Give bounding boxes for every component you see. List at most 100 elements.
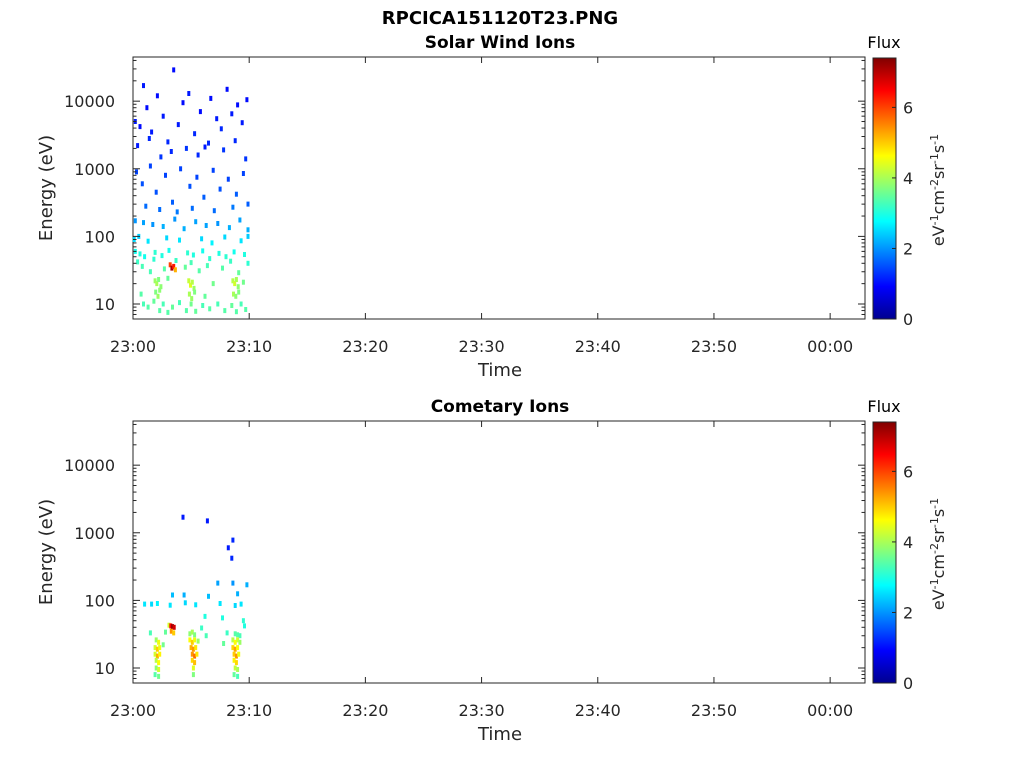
heatmap-cell bbox=[186, 250, 190, 256]
heatmap-cell bbox=[190, 205, 194, 211]
heatmap-cell bbox=[148, 630, 152, 636]
heatmap-cell bbox=[166, 139, 170, 145]
heatmap-cell bbox=[236, 591, 240, 597]
heatmap-cell bbox=[158, 645, 162, 651]
heatmap-cell bbox=[142, 220, 145, 226]
colorbar-tick-label: 0 bbox=[903, 310, 913, 329]
colorbar-tick-label: 6 bbox=[903, 462, 913, 481]
x-axis-label: Time bbox=[477, 360, 522, 381]
heatmap-cell bbox=[168, 602, 172, 608]
heatmap-cell bbox=[182, 592, 186, 598]
heatmap-cell bbox=[231, 645, 235, 651]
x-axis-label: Time bbox=[477, 724, 522, 745]
heatmap-cell bbox=[216, 580, 220, 586]
x-tick-label: 23:50 bbox=[691, 337, 737, 356]
heatmap-cell bbox=[222, 147, 226, 153]
heatmap-cell bbox=[153, 672, 157, 678]
heatmap-cell bbox=[196, 638, 200, 644]
heatmap-cell bbox=[240, 120, 244, 126]
heatmap-cell bbox=[171, 624, 174, 630]
heatmap-cell bbox=[245, 97, 249, 103]
heatmap-cell bbox=[133, 218, 137, 224]
heatmap-cell bbox=[205, 263, 209, 269]
heatmap-cell bbox=[152, 298, 156, 304]
heatmap-cell bbox=[183, 264, 187, 270]
heatmap-cell bbox=[200, 236, 204, 242]
colorbar-tick-label: 0 bbox=[903, 674, 913, 693]
heatmap-cell bbox=[188, 637, 192, 643]
heatmap-cell bbox=[238, 633, 242, 639]
heatmap-cell bbox=[233, 639, 237, 645]
heatmap-cell bbox=[236, 632, 240, 638]
heatmap-cell bbox=[236, 673, 240, 679]
x-tick-label: 23:20 bbox=[342, 701, 388, 720]
colorbar-units: eV-1cm-2sr-1s-1 bbox=[928, 498, 948, 610]
heatmap-cell bbox=[193, 289, 197, 295]
heatmap-cell bbox=[136, 143, 140, 149]
colorbar bbox=[872, 57, 897, 320]
heatmap-cell bbox=[194, 219, 198, 225]
heatmap-cell bbox=[178, 237, 181, 243]
x-tick-label: 23:30 bbox=[459, 701, 505, 720]
heatmap-cell bbox=[161, 642, 165, 648]
y-tick-label: 10000 bbox=[64, 456, 115, 475]
heatmap-cell bbox=[169, 623, 173, 629]
heatmap-cell bbox=[225, 86, 229, 92]
heatmap-cell bbox=[222, 641, 226, 646]
heatmap-cell bbox=[155, 281, 159, 287]
heatmap-cell bbox=[217, 250, 221, 256]
heatmap-cell bbox=[189, 301, 193, 307]
heatmap-cell bbox=[157, 639, 161, 645]
heatmap-cell bbox=[216, 301, 220, 307]
heatmap-cell bbox=[195, 174, 199, 180]
heatmap-cell bbox=[188, 631, 192, 637]
y-tick-label: 100 bbox=[84, 227, 115, 246]
heatmap-cell bbox=[170, 265, 174, 271]
heatmap-cell bbox=[193, 131, 197, 137]
heatmap-cell bbox=[201, 248, 205, 254]
heatmap-cell bbox=[190, 657, 194, 663]
heatmap-cell bbox=[225, 630, 229, 636]
heatmap-cell bbox=[139, 291, 143, 297]
heatmap-cell bbox=[231, 637, 235, 643]
heatmap-cell bbox=[196, 152, 200, 158]
x-tick-label: 23:00 bbox=[110, 701, 156, 720]
heatmap-cell bbox=[172, 263, 176, 269]
heatmap-cell bbox=[233, 631, 237, 637]
heatmap-cell bbox=[178, 300, 181, 306]
x-tick-label: 00:00 bbox=[807, 337, 853, 356]
heatmap-cell bbox=[179, 166, 183, 172]
heatmap-cell bbox=[158, 651, 162, 657]
colorbar-title: Flux bbox=[867, 33, 900, 52]
heatmap-cell bbox=[146, 304, 150, 310]
heatmap-cell bbox=[189, 282, 192, 288]
heatmap-cell bbox=[194, 602, 198, 608]
heatmap-cell bbox=[183, 600, 187, 606]
heatmap-cell bbox=[190, 629, 194, 635]
heatmap-cell bbox=[157, 667, 161, 672]
heatmap-cell bbox=[193, 660, 197, 666]
heatmap-cell bbox=[246, 260, 250, 266]
x-tick-label: 23:50 bbox=[691, 701, 737, 720]
heatmap-cell bbox=[209, 95, 213, 101]
heatmap-cell bbox=[236, 637, 240, 643]
heatmap-cell bbox=[153, 278, 157, 284]
heatmap-cell bbox=[138, 124, 142, 130]
heatmap-cell bbox=[161, 113, 165, 119]
heatmap-cell bbox=[169, 628, 173, 634]
heatmap-cell bbox=[155, 93, 159, 99]
x-tick-label: 23:40 bbox=[575, 701, 621, 720]
heatmap-cell bbox=[158, 207, 162, 212]
heatmap-cell bbox=[138, 251, 142, 257]
heatmap-cell bbox=[226, 545, 230, 551]
x-tick-label: 23:30 bbox=[459, 337, 505, 356]
heatmap-cell bbox=[233, 138, 237, 144]
heatmap-cell bbox=[154, 637, 158, 643]
panel-cometary: Cometary Ions 23:00 23:10 23:20 23:30 23:40 2… bbox=[36, 397, 948, 745]
heatmap-cell bbox=[148, 269, 152, 275]
heatmap-cell bbox=[232, 672, 236, 678]
heatmap-cell bbox=[246, 227, 250, 233]
heatmap-cell bbox=[187, 278, 191, 284]
heatmap-cell bbox=[161, 301, 165, 307]
heatmap-cell bbox=[243, 252, 246, 257]
